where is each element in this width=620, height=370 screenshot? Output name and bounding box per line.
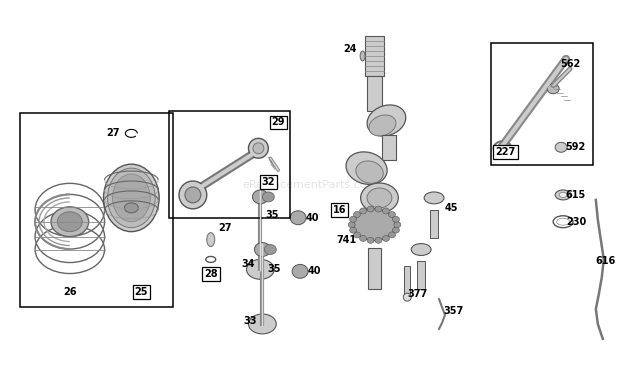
Ellipse shape [254, 243, 270, 256]
Text: 741: 741 [337, 235, 356, 245]
Ellipse shape [367, 206, 374, 212]
Ellipse shape [207, 233, 215, 246]
Ellipse shape [348, 222, 355, 228]
Text: 34: 34 [242, 259, 255, 269]
Text: 40: 40 [305, 213, 319, 223]
Text: 615: 615 [566, 190, 586, 200]
Text: 32: 32 [262, 177, 275, 187]
Text: 40: 40 [308, 266, 321, 276]
Ellipse shape [249, 138, 268, 158]
Text: 357: 357 [444, 306, 464, 316]
Ellipse shape [353, 212, 360, 218]
Ellipse shape [375, 238, 382, 243]
Text: 45: 45 [444, 203, 458, 213]
Ellipse shape [350, 227, 356, 233]
Ellipse shape [253, 143, 264, 154]
Ellipse shape [112, 174, 150, 222]
Ellipse shape [346, 152, 387, 184]
Bar [417, 262, 425, 289]
Ellipse shape [356, 161, 383, 183]
Bar [366, 76, 383, 111]
Bar [20, 112, 173, 307]
Ellipse shape [107, 168, 155, 228]
Ellipse shape [249, 314, 277, 334]
Ellipse shape [360, 208, 366, 214]
Ellipse shape [360, 235, 366, 242]
Ellipse shape [292, 265, 308, 278]
Ellipse shape [179, 181, 207, 209]
Ellipse shape [350, 216, 356, 222]
Ellipse shape [383, 235, 389, 242]
Ellipse shape [353, 232, 360, 238]
Text: 616: 616 [596, 256, 616, 266]
Ellipse shape [360, 51, 365, 61]
Bar [368, 248, 381, 289]
Ellipse shape [392, 227, 399, 233]
Text: 562: 562 [560, 59, 580, 69]
Text: 227: 227 [495, 147, 516, 157]
Ellipse shape [392, 216, 399, 222]
Ellipse shape [247, 259, 274, 279]
Ellipse shape [555, 190, 571, 200]
Ellipse shape [411, 243, 431, 255]
Ellipse shape [367, 105, 405, 136]
Ellipse shape [383, 208, 389, 214]
Ellipse shape [290, 211, 306, 225]
Ellipse shape [58, 212, 82, 232]
Text: 377: 377 [407, 289, 427, 299]
Bar [169, 111, 290, 218]
Bar [404, 266, 410, 294]
Ellipse shape [353, 209, 396, 240]
Text: eReplacementParts.com: eReplacementParts.com [242, 180, 378, 190]
Bar [490, 43, 593, 165]
Ellipse shape [555, 142, 567, 152]
Ellipse shape [394, 222, 401, 228]
Text: 592: 592 [565, 142, 585, 152]
Text: 16: 16 [333, 205, 347, 215]
Text: 27: 27 [106, 128, 120, 138]
Text: 230: 230 [566, 217, 586, 227]
Ellipse shape [424, 192, 444, 204]
Text: 29: 29 [272, 117, 285, 128]
Text: 35: 35 [265, 210, 279, 220]
Ellipse shape [367, 188, 392, 208]
Ellipse shape [51, 207, 89, 236]
Text: 27: 27 [219, 223, 232, 233]
Ellipse shape [264, 245, 277, 255]
Ellipse shape [125, 203, 138, 213]
Ellipse shape [553, 216, 573, 228]
Text: 33: 33 [244, 316, 257, 326]
Ellipse shape [361, 183, 398, 213]
Bar [430, 210, 438, 238]
Text: 25: 25 [135, 287, 148, 297]
Ellipse shape [369, 115, 396, 136]
Ellipse shape [104, 164, 159, 232]
Ellipse shape [375, 206, 382, 212]
Bar [365, 36, 384, 76]
Text: 35: 35 [267, 264, 281, 275]
Ellipse shape [403, 293, 411, 301]
Ellipse shape [367, 238, 374, 243]
Text: 26: 26 [63, 287, 76, 297]
Ellipse shape [185, 187, 201, 203]
Ellipse shape [262, 192, 274, 202]
Ellipse shape [557, 218, 570, 225]
Ellipse shape [252, 190, 268, 204]
Text: 24: 24 [343, 44, 356, 54]
Ellipse shape [389, 232, 396, 238]
Ellipse shape [547, 84, 559, 94]
Text: 28: 28 [204, 269, 218, 279]
Bar [383, 135, 396, 160]
Ellipse shape [559, 192, 567, 198]
Ellipse shape [389, 212, 396, 218]
